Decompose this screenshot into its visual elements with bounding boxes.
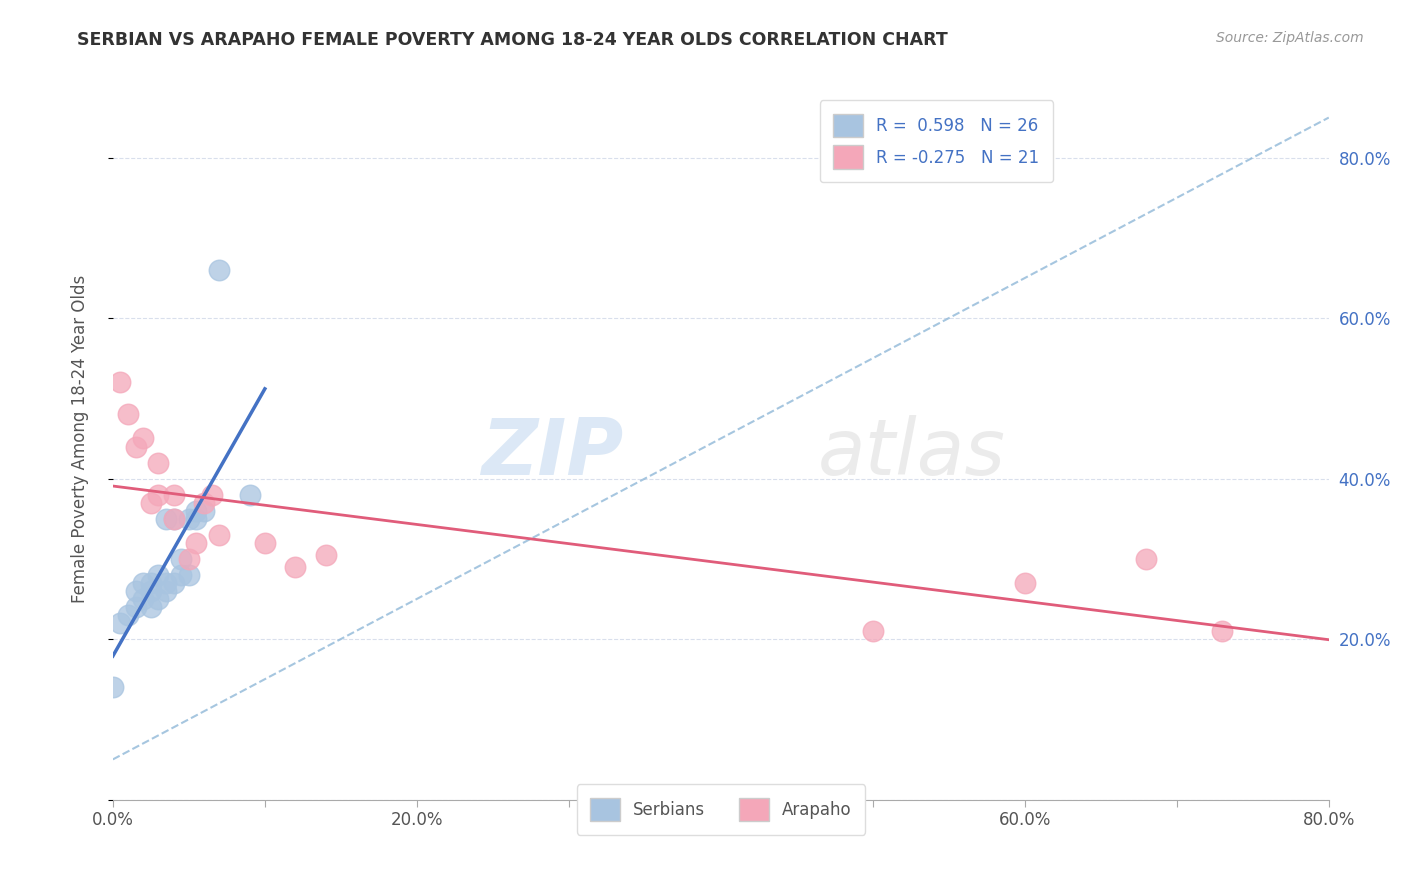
Point — [155, 575, 177, 590]
Point — [139, 575, 162, 590]
Point — [148, 488, 170, 502]
Point — [1014, 575, 1036, 590]
Point — [284, 559, 307, 574]
Point — [170, 551, 193, 566]
Point — [124, 599, 146, 614]
Point — [163, 488, 186, 502]
Point — [1211, 624, 1233, 638]
Point — [253, 536, 276, 550]
Point — [163, 575, 186, 590]
Point — [155, 512, 177, 526]
Point — [177, 512, 200, 526]
Point — [1135, 551, 1157, 566]
Point — [155, 583, 177, 598]
Point — [315, 548, 337, 562]
Point — [177, 567, 200, 582]
Point — [132, 432, 155, 446]
Point — [110, 615, 132, 630]
Point — [186, 512, 208, 526]
Point — [186, 504, 208, 518]
Point — [139, 599, 162, 614]
Point — [193, 504, 215, 518]
Point — [110, 376, 132, 390]
Point — [163, 512, 186, 526]
Point — [148, 456, 170, 470]
Point — [193, 496, 215, 510]
Point — [208, 263, 231, 277]
Point — [170, 567, 193, 582]
Point — [239, 488, 262, 502]
Point — [139, 496, 162, 510]
Y-axis label: Female Poverty Among 18-24 Year Olds: Female Poverty Among 18-24 Year Olds — [72, 275, 89, 603]
Text: ZIP: ZIP — [481, 415, 623, 491]
Point — [862, 624, 884, 638]
Point — [124, 440, 146, 454]
Point — [201, 488, 224, 502]
Point — [208, 528, 231, 542]
Point — [186, 536, 208, 550]
Point — [101, 680, 124, 694]
Point — [163, 512, 186, 526]
Point — [117, 408, 139, 422]
Point — [132, 575, 155, 590]
Point — [124, 583, 146, 598]
Text: SERBIAN VS ARAPAHO FEMALE POVERTY AMONG 18-24 YEAR OLDS CORRELATION CHART: SERBIAN VS ARAPAHO FEMALE POVERTY AMONG … — [77, 31, 948, 49]
Point — [132, 591, 155, 606]
Point — [117, 607, 139, 622]
Text: atlas: atlas — [818, 415, 1005, 491]
Point — [177, 551, 200, 566]
Point — [148, 591, 170, 606]
Legend: Serbians, Arapaho: Serbians, Arapaho — [576, 784, 865, 835]
Text: Source: ZipAtlas.com: Source: ZipAtlas.com — [1216, 31, 1364, 45]
Point — [139, 583, 162, 598]
Point — [148, 567, 170, 582]
